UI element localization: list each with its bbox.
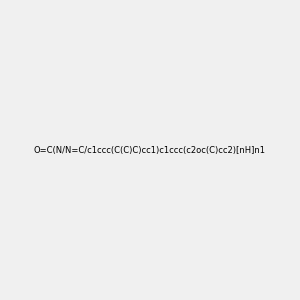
Text: O=C(N/N=C/c1ccc(C(C)C)cc1)c1ccc(c2oc(C)cc2)[nH]n1: O=C(N/N=C/c1ccc(C(C)C)cc1)c1ccc(c2oc(C)c…	[34, 146, 266, 154]
